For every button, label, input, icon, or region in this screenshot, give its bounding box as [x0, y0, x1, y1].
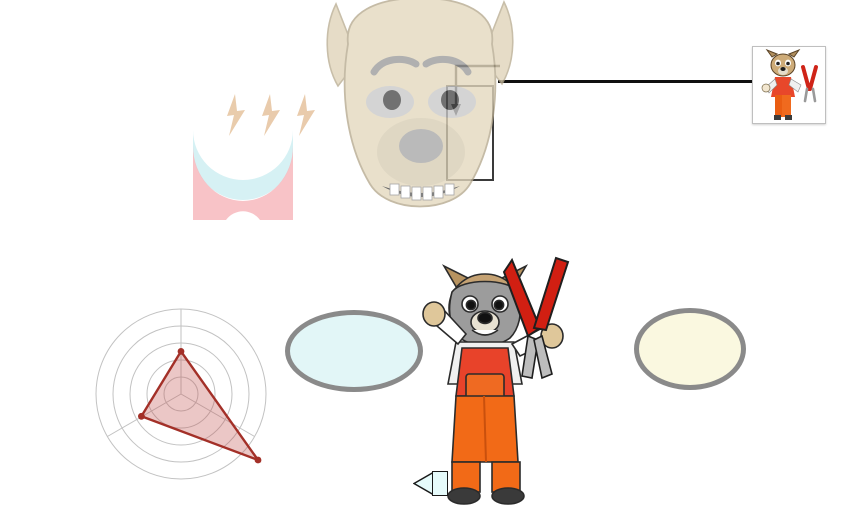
radar-chart: [78, 290, 288, 482]
focus-arrow-icon: [451, 64, 500, 116]
pattern-comparison-callout[interactable]: [432, 471, 448, 496]
top-plot-area[interactable]: [42, 6, 842, 226]
top-candlestick-panel: [0, 0, 854, 252]
dog-mechanic-thumbnail: [752, 46, 826, 124]
price-level-line: [498, 80, 796, 83]
lightning-bolts-icon: [227, 94, 315, 136]
pattern-highlight-ellipse-left: [285, 310, 423, 392]
pattern-highlight-ellipse-right: [634, 308, 746, 390]
magnet-icon: [193, 130, 293, 220]
